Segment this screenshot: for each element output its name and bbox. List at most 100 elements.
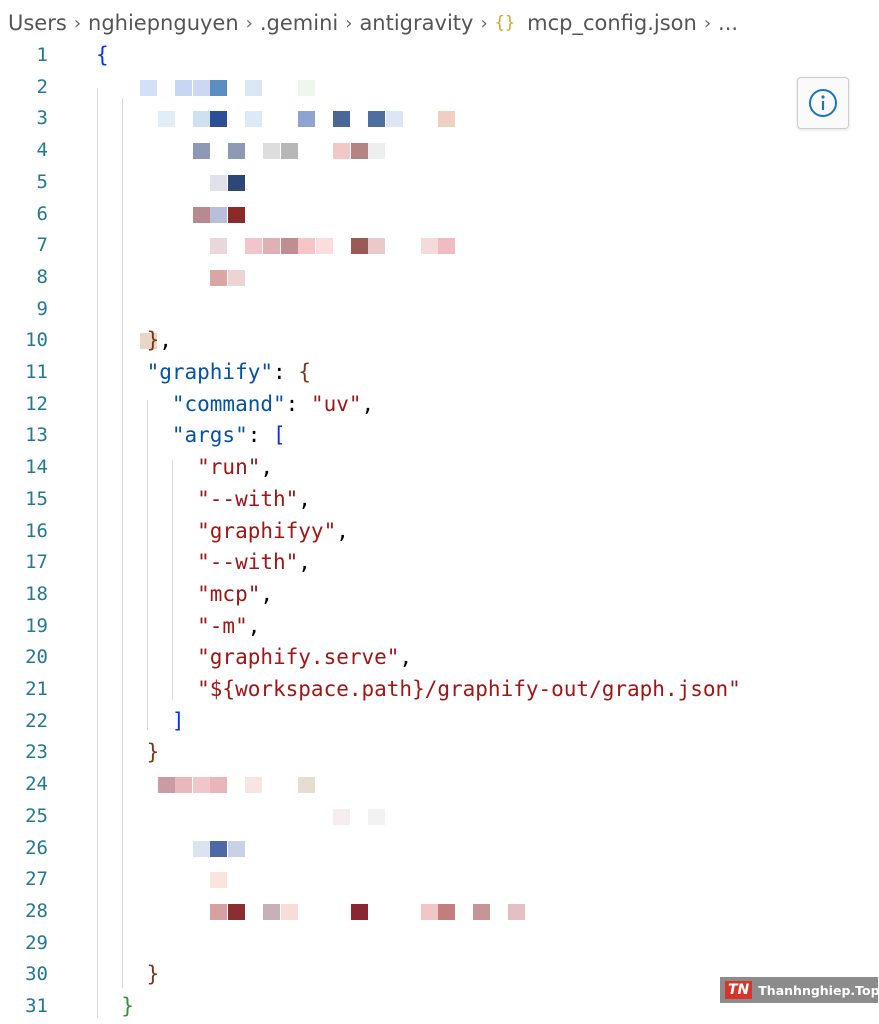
code-token: "mcp" — [96, 581, 261, 606]
redacted-block — [193, 143, 210, 160]
redacted-block — [298, 238, 315, 255]
line-number: 11 — [25, 361, 48, 383]
redacted-block — [210, 777, 227, 794]
code-text: "graphify": { — [96, 357, 311, 389]
code-text: "graphify.serve", — [96, 642, 412, 674]
redacted-block — [508, 903, 525, 920]
code-line: 31 } — [0, 991, 879, 1023]
redacted-block — [421, 903, 438, 920]
code-token: "graphifyy" — [96, 518, 337, 543]
redacted-block — [210, 238, 227, 255]
redacted-block — [210, 206, 227, 223]
redacted-block — [333, 808, 350, 825]
line-number: 1 — [36, 44, 48, 66]
code-line: 21 "${workspace.path}/graphify-out/graph… — [0, 674, 879, 706]
line-number: 30 — [25, 963, 48, 986]
code-text: }, — [96, 325, 172, 357]
indent-guide — [172, 460, 173, 700]
redacted-block — [210, 269, 227, 286]
line-number: 22 — [25, 709, 48, 732]
code-token: , — [298, 486, 311, 511]
separator: › — [73, 12, 82, 34]
line-number: 19 — [25, 614, 48, 637]
redacted-block — [193, 79, 210, 96]
code-line: 27 — [0, 864, 879, 896]
redacted-block — [210, 174, 227, 191]
redacted-block — [228, 206, 245, 223]
code-token: : — [273, 360, 299, 384]
indent-guide — [147, 400, 148, 730]
code-line: 1{ — [0, 40, 879, 72]
code-token: "--with" — [96, 486, 299, 511]
redacted-block — [316, 238, 333, 255]
code-line: 9 — [0, 294, 879, 326]
separator: › — [245, 12, 253, 34]
redacted-block — [210, 903, 227, 920]
line-number: 15 — [25, 487, 48, 510]
redacted-block — [245, 111, 262, 128]
breadcrumb-item: ... — [718, 11, 739, 35]
code-line: 2 — [0, 72, 879, 104]
code-token: ] — [96, 708, 185, 733]
breadcrumb-item: .gemini — [259, 11, 339, 35]
redacted-block — [228, 840, 245, 857]
redacted-block — [158, 777, 175, 794]
code-line: 20 "graphify.serve", — [0, 642, 879, 674]
line-number: 2 — [36, 75, 48, 98]
line-number: 23 — [25, 741, 48, 764]
code-text: ] — [96, 706, 185, 738]
code-token: , — [298, 550, 311, 575]
line-number: 9 — [36, 297, 48, 320]
code-token: "-m" — [96, 613, 248, 638]
redacted-block — [245, 238, 262, 255]
code-token: , — [399, 645, 413, 670]
redacted-block — [193, 840, 210, 857]
redacted-block — [245, 79, 262, 96]
code-text: } — [96, 991, 134, 1023]
code-text: "graphifyy", — [96, 516, 349, 548]
code-line: 13 "args": [ — [0, 420, 879, 452]
line-number: 21 — [25, 678, 48, 700]
line-number: 25 — [25, 804, 48, 827]
code-line: 17 "--with", — [0, 547, 879, 579]
breadcrumb-item: Users — [8, 11, 67, 35]
line-number: 5 — [36, 170, 48, 193]
line-number: 28 — [25, 899, 48, 922]
redacted-block — [438, 238, 455, 255]
line-number: 6 — [36, 202, 48, 225]
redacted-block — [281, 143, 298, 160]
code-token: "graphify.serve" — [96, 645, 400, 670]
line-number: 8 — [36, 265, 48, 288]
line-number: 17 — [25, 551, 48, 574]
redacted-block — [228, 903, 245, 920]
breadcrumb-item: mcp_config.json — [527, 11, 697, 35]
code-token: , — [336, 518, 349, 543]
code-line: 3 — [0, 103, 879, 135]
code-token: : — [247, 423, 274, 448]
redacted-block — [281, 238, 298, 255]
code-line: 8 — [0, 262, 879, 294]
line-number: 12 — [25, 392, 48, 415]
line-number: 4 — [36, 139, 48, 162]
code-text: "--with", — [96, 484, 311, 516]
redacted-block — [228, 269, 245, 286]
redacted-block — [263, 238, 280, 255]
code-line: 16 "graphifyy", — [0, 516, 879, 548]
code-line: 28 — [0, 896, 879, 928]
redacted-block — [438, 111, 455, 128]
code-text: "args": [ — [96, 420, 286, 452]
code-token: } — [96, 740, 160, 765]
redacted-block — [210, 872, 227, 889]
redacted-block — [368, 238, 385, 255]
code-text: "${workspace.path}/graphify-out/graph.js… — [96, 674, 741, 706]
code-token: , — [361, 391, 375, 416]
info-icon — [809, 89, 837, 117]
code-line: 19 "-m", — [0, 611, 879, 643]
redacted-block — [298, 777, 315, 794]
code-line: 18 "mcp", — [0, 579, 879, 611]
redacted-block — [351, 903, 368, 920]
code-editor: 1{2 3 4 5 6 7 8 9 10 }, 11 "graphify": {12 "comma… — [0, 40, 879, 1024]
redacted-block — [228, 143, 245, 160]
info-button[interactable] — [797, 77, 849, 129]
code-line: 4 — [0, 135, 879, 167]
